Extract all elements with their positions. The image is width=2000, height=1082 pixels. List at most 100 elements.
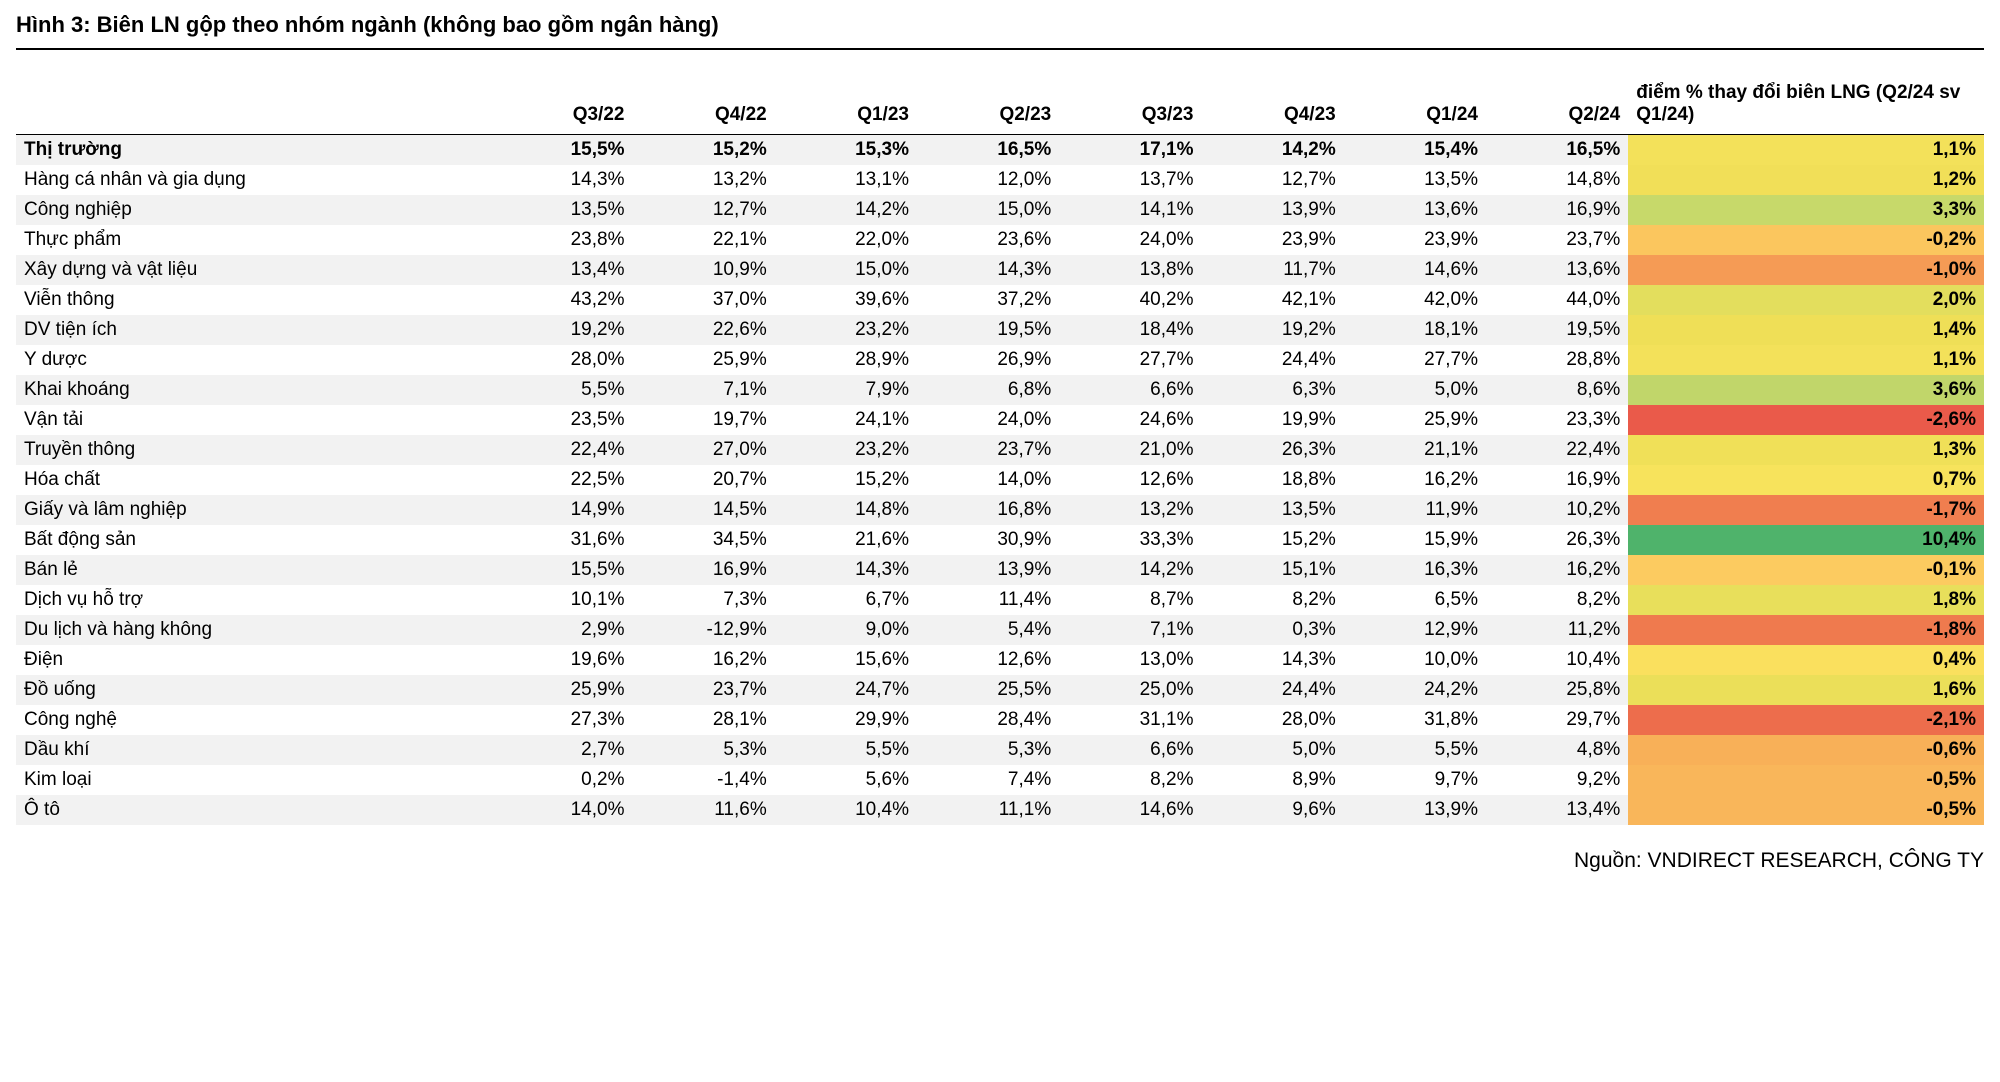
cell-value: 15,0%	[775, 255, 917, 285]
cell-value: 13,7%	[1059, 165, 1201, 195]
row-label: Công nghiệp	[16, 195, 490, 225]
cell-value: 8,2%	[1059, 765, 1201, 795]
table-row: Điện19,6%16,2%15,6%12,6%13,0%14,3%10,0%1…	[16, 645, 1984, 675]
row-label: Đồ uống	[16, 675, 490, 705]
row-label: Điện	[16, 645, 490, 675]
cell-value: 26,3%	[1486, 525, 1628, 555]
cell-value: 11,7%	[1201, 255, 1343, 285]
cell-value: 21,6%	[775, 525, 917, 555]
cell-value: 23,9%	[1201, 225, 1343, 255]
cell-value: 27,7%	[1344, 345, 1486, 375]
cell-delta: -1,8%	[1628, 615, 1984, 645]
cell-value: 11,9%	[1344, 495, 1486, 525]
row-label: Công nghệ	[16, 705, 490, 735]
cell-value: 24,4%	[1201, 345, 1343, 375]
cell-value: 17,1%	[1059, 135, 1201, 166]
cell-value: 8,7%	[1059, 585, 1201, 615]
col-header-q: Q2/23	[917, 78, 1059, 135]
col-header-q: Q3/22	[490, 78, 632, 135]
cell-value: 7,1%	[1059, 615, 1201, 645]
cell-value: 14,3%	[917, 255, 1059, 285]
cell-value: 18,8%	[1201, 465, 1343, 495]
cell-value: 24,2%	[1344, 675, 1486, 705]
cell-value: 14,3%	[490, 165, 632, 195]
cell-value: 13,0%	[1059, 645, 1201, 675]
cell-value: 23,2%	[775, 435, 917, 465]
cell-value: 15,5%	[490, 555, 632, 585]
cell-value: 22,0%	[775, 225, 917, 255]
table-row: Hóa chất22,5%20,7%15,2%14,0%12,6%18,8%16…	[16, 465, 1984, 495]
cell-value: 13,2%	[632, 165, 774, 195]
table-row: Công nghiệp13,5%12,7%14,2%15,0%14,1%13,9…	[16, 195, 1984, 225]
cell-value: 10,2%	[1486, 495, 1628, 525]
cell-value: 15,2%	[632, 135, 774, 166]
cell-value: 28,8%	[1486, 345, 1628, 375]
table-row: Đồ uống25,9%23,7%24,7%25,5%25,0%24,4%24,…	[16, 675, 1984, 705]
cell-value: 19,9%	[1201, 405, 1343, 435]
cell-value: 28,0%	[490, 345, 632, 375]
row-label: Viễn thông	[16, 285, 490, 315]
cell-value: 14,5%	[632, 495, 774, 525]
gross-margin-table: Q3/22 Q4/22 Q1/23 Q2/23 Q3/23 Q4/23 Q1/2…	[16, 78, 1984, 825]
cell-value: 12,6%	[1059, 465, 1201, 495]
row-label: Dầu khí	[16, 735, 490, 765]
cell-delta: -0,1%	[1628, 555, 1984, 585]
cell-value: 13,2%	[1059, 495, 1201, 525]
col-header-q: Q1/24	[1344, 78, 1486, 135]
cell-delta: -0,5%	[1628, 795, 1984, 825]
cell-value: 18,4%	[1059, 315, 1201, 345]
cell-delta: 1,3%	[1628, 435, 1984, 465]
cell-value: 16,5%	[917, 135, 1059, 166]
cell-value: 14,9%	[490, 495, 632, 525]
cell-value: 23,9%	[1344, 225, 1486, 255]
cell-value: 23,8%	[490, 225, 632, 255]
cell-value: 14,2%	[775, 195, 917, 225]
cell-value: 13,6%	[1486, 255, 1628, 285]
cell-value: 13,1%	[775, 165, 917, 195]
col-header-q: Q2/24	[1486, 78, 1628, 135]
cell-value: 13,5%	[1344, 165, 1486, 195]
cell-value: 7,4%	[917, 765, 1059, 795]
cell-value: 22,4%	[490, 435, 632, 465]
cell-delta: 1,1%	[1628, 345, 1984, 375]
cell-value: 14,6%	[1059, 795, 1201, 825]
cell-value: 4,8%	[1486, 735, 1628, 765]
cell-value: 28,0%	[1201, 705, 1343, 735]
table-header-row: Q3/22 Q4/22 Q1/23 Q2/23 Q3/23 Q4/23 Q1/2…	[16, 78, 1984, 135]
cell-value: 14,6%	[1344, 255, 1486, 285]
cell-value: 8,2%	[1486, 585, 1628, 615]
cell-value: 34,5%	[632, 525, 774, 555]
cell-value: 30,9%	[917, 525, 1059, 555]
cell-value: 15,5%	[490, 135, 632, 166]
table-row: Dịch vụ hỗ trợ10,1%7,3%6,7%11,4%8,7%8,2%…	[16, 585, 1984, 615]
cell-delta: 1,2%	[1628, 165, 1984, 195]
cell-value: 14,1%	[1059, 195, 1201, 225]
cell-delta: 1,8%	[1628, 585, 1984, 615]
cell-value: 13,4%	[490, 255, 632, 285]
cell-value: 25,9%	[1344, 405, 1486, 435]
cell-value: 11,4%	[917, 585, 1059, 615]
table-row: Giấy và lâm nghiệp14,9%14,5%14,8%16,8%13…	[16, 495, 1984, 525]
cell-value: 5,5%	[1344, 735, 1486, 765]
cell-value: 13,5%	[1201, 495, 1343, 525]
cell-value: 6,3%	[1201, 375, 1343, 405]
cell-value: 13,8%	[1059, 255, 1201, 285]
cell-value: 9,0%	[775, 615, 917, 645]
cell-value: 16,2%	[1486, 555, 1628, 585]
table-row: Du lịch và hàng không2,9%-12,9%9,0%5,4%7…	[16, 615, 1984, 645]
cell-value: 22,4%	[1486, 435, 1628, 465]
cell-value: 9,6%	[1201, 795, 1343, 825]
cell-delta: -1,0%	[1628, 255, 1984, 285]
cell-value: 25,0%	[1059, 675, 1201, 705]
cell-value: 7,3%	[632, 585, 774, 615]
cell-value: 16,8%	[917, 495, 1059, 525]
cell-value: 44,0%	[1486, 285, 1628, 315]
cell-value: 6,8%	[917, 375, 1059, 405]
cell-value: 8,9%	[1201, 765, 1343, 795]
cell-value: 14,8%	[1486, 165, 1628, 195]
cell-value: 0,3%	[1201, 615, 1343, 645]
source-caption: Nguồn: VNDIRECT RESEARCH, CÔNG TY	[16, 849, 1984, 873]
cell-value: 33,3%	[1059, 525, 1201, 555]
row-label: Dịch vụ hỗ trợ	[16, 585, 490, 615]
cell-value: 10,4%	[775, 795, 917, 825]
